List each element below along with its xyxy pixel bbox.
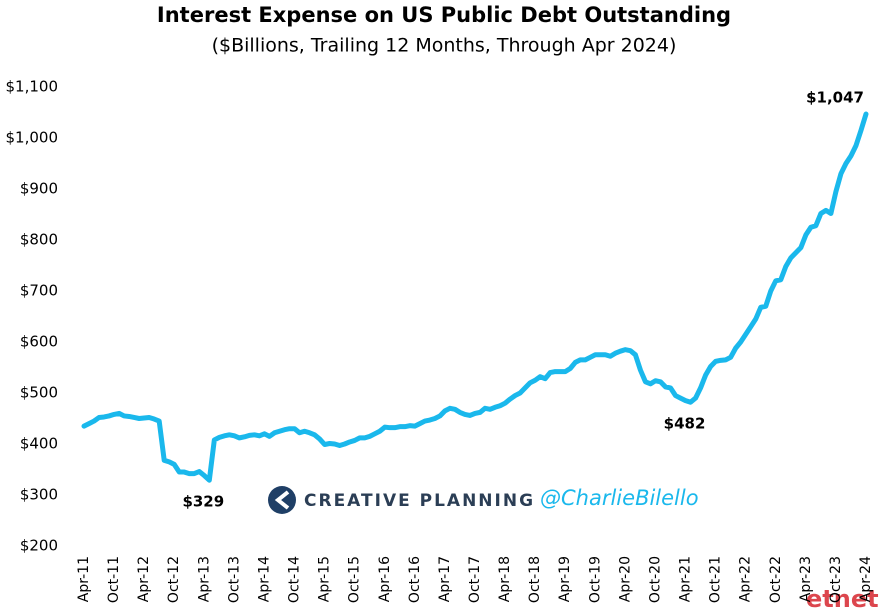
watermark-handle: @CharlieBilello <box>540 486 699 510</box>
x-tick-label: Apr-12 <box>136 556 152 602</box>
x-tick-label: Apr-19 <box>557 556 573 602</box>
creative-planning-logo <box>268 486 296 514</box>
x-tick-label: Apr-21 <box>678 556 694 602</box>
watermark-brand: CREATIVE PLANNING <box>304 491 535 511</box>
x-tick-label: Apr-23 <box>798 556 814 602</box>
x-tick-label: Oct-18 <box>527 556 543 603</box>
y-tick-label: $700 <box>20 282 58 300</box>
x-tick-label: Oct-14 <box>287 556 303 603</box>
x-tick-label: Apr-22 <box>738 556 754 602</box>
x-tick-label: Oct-12 <box>166 556 182 603</box>
y-tick-label: $400 <box>20 435 58 453</box>
x-tick-label: Apr-15 <box>317 556 333 602</box>
x-tick-label: Apr-18 <box>497 556 513 602</box>
chart-subtitle: ($Billions, Trailing 12 Months, Through … <box>212 35 677 57</box>
x-tick-label: Apr-14 <box>256 556 272 602</box>
y-tick-label: $1,100 <box>6 78 59 96</box>
y-tick-label: $800 <box>20 231 58 249</box>
x-tick-label: Apr-11 <box>76 556 92 602</box>
data-label: $329 <box>182 493 224 511</box>
x-tick-label: Oct-22 <box>768 556 784 603</box>
y-tick-label: $900 <box>20 180 58 198</box>
x-tick-label: Apr-17 <box>437 556 453 602</box>
x-tick-label: Oct-19 <box>587 556 603 603</box>
x-tick-label: Oct-16 <box>407 556 423 603</box>
data-label: $1,047 <box>806 89 864 107</box>
y-tick-label: $300 <box>20 486 58 504</box>
y-tick-label: $500 <box>20 384 58 402</box>
data-label: $482 <box>664 415 706 433</box>
x-tick-label: Oct-17 <box>467 556 483 603</box>
chart-title: Interest Expense on US Public Debt Outst… <box>157 3 731 27</box>
x-tick-label: Oct-21 <box>708 556 724 603</box>
x-tick-label: Oct-15 <box>347 556 363 603</box>
x-tick-label: Oct-11 <box>106 556 122 603</box>
y-tick-label: $600 <box>20 333 58 351</box>
x-tick-label: Oct-23 <box>828 556 844 603</box>
x-tick-label: Apr-16 <box>377 556 393 602</box>
x-tick-label: Oct-20 <box>647 556 663 603</box>
y-tick-label: $1,000 <box>6 129 59 147</box>
x-tick-label: Apr-24 <box>858 556 874 602</box>
x-tick-label: Apr-20 <box>617 556 633 602</box>
line <box>81 111 869 483</box>
y-tick-label: $200 <box>20 537 58 555</box>
watermark-etnet: etnet <box>806 585 879 613</box>
x-tick-label: Oct-13 <box>226 556 242 603</box>
x-tick-label: Apr-13 <box>196 556 212 602</box>
